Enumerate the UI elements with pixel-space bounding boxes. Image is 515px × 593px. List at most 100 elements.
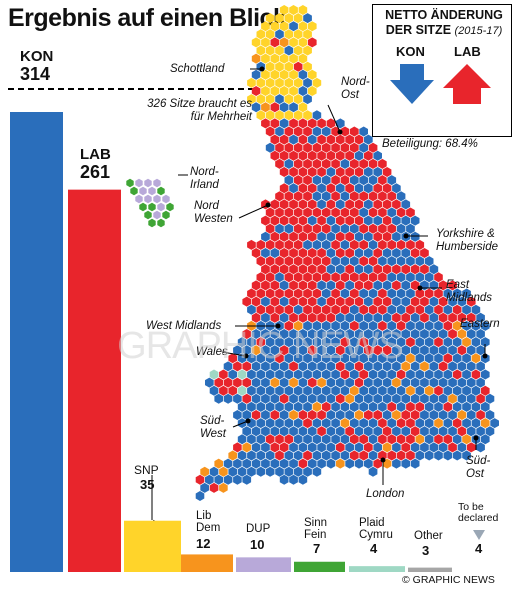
constituency-hex [284, 13, 294, 24]
constituency-hex [293, 385, 303, 396]
constituency-hex [256, 369, 266, 380]
constituency-hex [293, 434, 303, 445]
constituency-hex [368, 434, 378, 445]
region-label-wales: Wales [196, 346, 228, 358]
constituency-hex [364, 248, 373, 258]
constituency-hex [223, 458, 233, 469]
region-label-sued-west: Süd-West [200, 415, 226, 440]
constituency-hex [279, 37, 289, 48]
constituency-hex [443, 304, 453, 315]
constituency-hex [415, 418, 425, 429]
constituency-hex [392, 296, 401, 307]
constituency-hex [219, 385, 228, 396]
constituency-hex [340, 401, 350, 412]
constituency-hex [387, 434, 397, 445]
constituency-hex [279, 69, 289, 80]
constituency-hex [293, 369, 303, 380]
constituency-hex [359, 353, 368, 364]
constituency-hex [265, 288, 275, 299]
constituency-hex [293, 320, 303, 331]
constituency-hex [251, 248, 261, 258]
constituency-hex [256, 29, 266, 40]
constituency-hex [298, 183, 308, 194]
constituency-hex [401, 296, 411, 307]
constituency-hex [303, 434, 312, 445]
constituency-hex [448, 312, 457, 323]
constituency-hex [303, 142, 312, 153]
constituency-hex [392, 410, 401, 420]
constituency-hex [373, 183, 382, 194]
constituency-hex [251, 345, 261, 356]
constituency-hex [298, 393, 308, 404]
constituency-hex [326, 199, 336, 210]
constituency-hex [200, 482, 209, 493]
constituency-hex [293, 61, 303, 72]
constituency-hex [261, 345, 270, 356]
constituency-hex [326, 296, 336, 307]
constituency-hex [289, 231, 298, 242]
constituency-hex [438, 296, 448, 307]
constituency-hex [251, 426, 261, 437]
constituency-hex [307, 150, 317, 161]
constituency-hex [298, 280, 308, 291]
constituency-hex [382, 393, 392, 404]
constituency-hex [303, 77, 312, 88]
constituency-hex [284, 466, 294, 477]
constituency-hex [340, 320, 350, 331]
constituency-hex [462, 369, 471, 380]
constituency-hex [303, 126, 312, 137]
constituency-hex [373, 280, 382, 291]
constituency-hex [298, 296, 308, 307]
constituency-hex [270, 102, 280, 113]
constituency-hex [256, 353, 266, 364]
constituency-hex [265, 256, 275, 267]
constituency-hex [321, 304, 331, 315]
constituency-hex [382, 345, 392, 356]
constituency-hex [373, 312, 382, 323]
constituency-hex [354, 426, 364, 437]
constituency-hex [303, 272, 312, 283]
constituency-hex [242, 377, 252, 388]
constituency-hex [270, 53, 280, 64]
constituency-hex [256, 110, 266, 121]
constituency-hex [261, 53, 270, 64]
constituency-hex [293, 175, 303, 186]
constituency-hex [373, 458, 382, 469]
constituency-hex [350, 450, 359, 461]
constituency-hex [298, 150, 308, 161]
constituency-hex [378, 401, 387, 412]
constituency-hex [368, 369, 378, 380]
libdem-value: 12 [196, 536, 211, 551]
constituency-hex [284, 272, 294, 283]
constituency-hex [434, 272, 443, 283]
constituency-hex [396, 450, 406, 461]
kon-label: KON [20, 48, 54, 65]
constituency-hex [265, 29, 275, 40]
net-change-kon-label: KON [396, 44, 425, 59]
constituency-hex [340, 207, 350, 218]
constituency-hex [228, 466, 238, 477]
constituency-hex [340, 418, 350, 429]
constituency-hex [321, 288, 331, 299]
constituency-hex [279, 134, 289, 145]
constituency-hex [415, 450, 425, 461]
lab-value: 261 [80, 162, 111, 182]
constituency-hex [429, 426, 439, 437]
constituency-hex [345, 248, 354, 258]
constituency-hex [359, 385, 368, 396]
constituency-hex [307, 377, 317, 388]
constituency-hex [345, 410, 354, 420]
constituency-hex [321, 256, 331, 267]
constituency-hex [336, 312, 345, 323]
constituency-hex [247, 450, 256, 461]
constituency-hex [387, 401, 397, 412]
constituency-hex [373, 264, 382, 275]
constituency-hex [345, 312, 354, 323]
constituency-hex [378, 304, 387, 315]
constituency-hex [233, 458, 242, 469]
bar-lab [68, 189, 121, 572]
constituency-hex [364, 442, 373, 453]
constituency-hex [340, 353, 350, 364]
constituency-hex [406, 304, 415, 315]
constituency-hex [312, 466, 322, 477]
